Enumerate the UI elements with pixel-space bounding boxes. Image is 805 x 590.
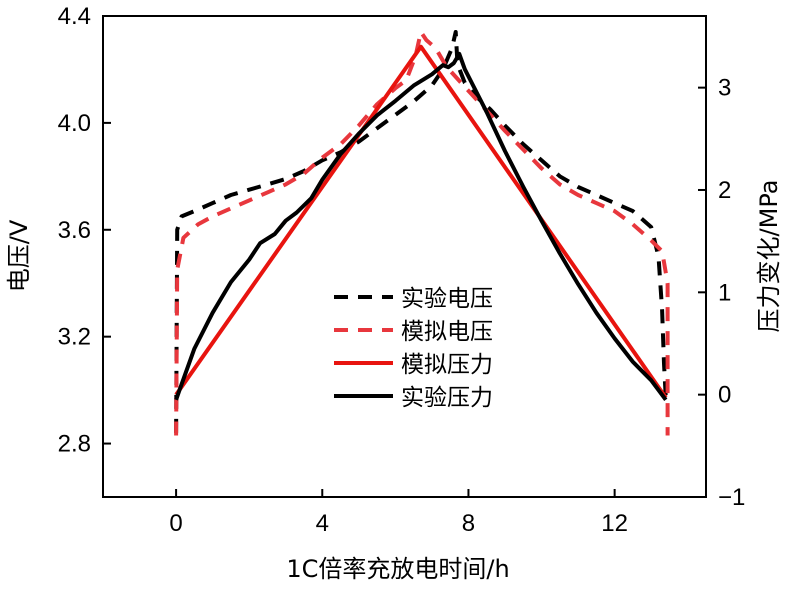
y-left-tick-label: 3.2	[58, 324, 91, 351]
y-left-tick-label: 4.0	[58, 110, 91, 137]
y-left-tick-label: 3.6	[58, 217, 91, 244]
legend-label: 模拟压力	[401, 352, 493, 378]
x-tick-label: 0	[169, 510, 182, 537]
x-tick-label: 4	[316, 510, 329, 537]
series-line-1	[174, 30, 670, 436]
y-right-tick-label: 0	[718, 382, 731, 409]
x-tick-label: 12	[601, 510, 628, 537]
y-right-tick-label: 1	[718, 279, 731, 306]
legend-label: 实验电压	[401, 286, 493, 312]
y-left-tick-label: 4.4	[58, 3, 91, 30]
y-left-axis-title: 电压/V	[5, 219, 33, 292]
series-line-3	[174, 51, 668, 401]
plot-area	[174, 30, 670, 436]
plot-frame	[102, 15, 707, 498]
x-tick-label: 8	[462, 510, 475, 537]
y-right-axis-title: 压力变化/MPa	[755, 180, 783, 333]
y-right-tick-label: −1	[718, 484, 745, 511]
y-right-tick-label: 3	[718, 75, 731, 102]
x-axis-title: 1C倍率充放电时间/h	[286, 555, 509, 583]
y-left-tick-label: 2.8	[58, 431, 91, 458]
legend-label: 模拟电压	[401, 319, 493, 345]
y-right-tick-label: 2	[718, 177, 731, 204]
series-line-0	[174, 30, 668, 433]
series-line-2	[174, 44, 668, 399]
legend-label: 实验压力	[401, 385, 493, 411]
